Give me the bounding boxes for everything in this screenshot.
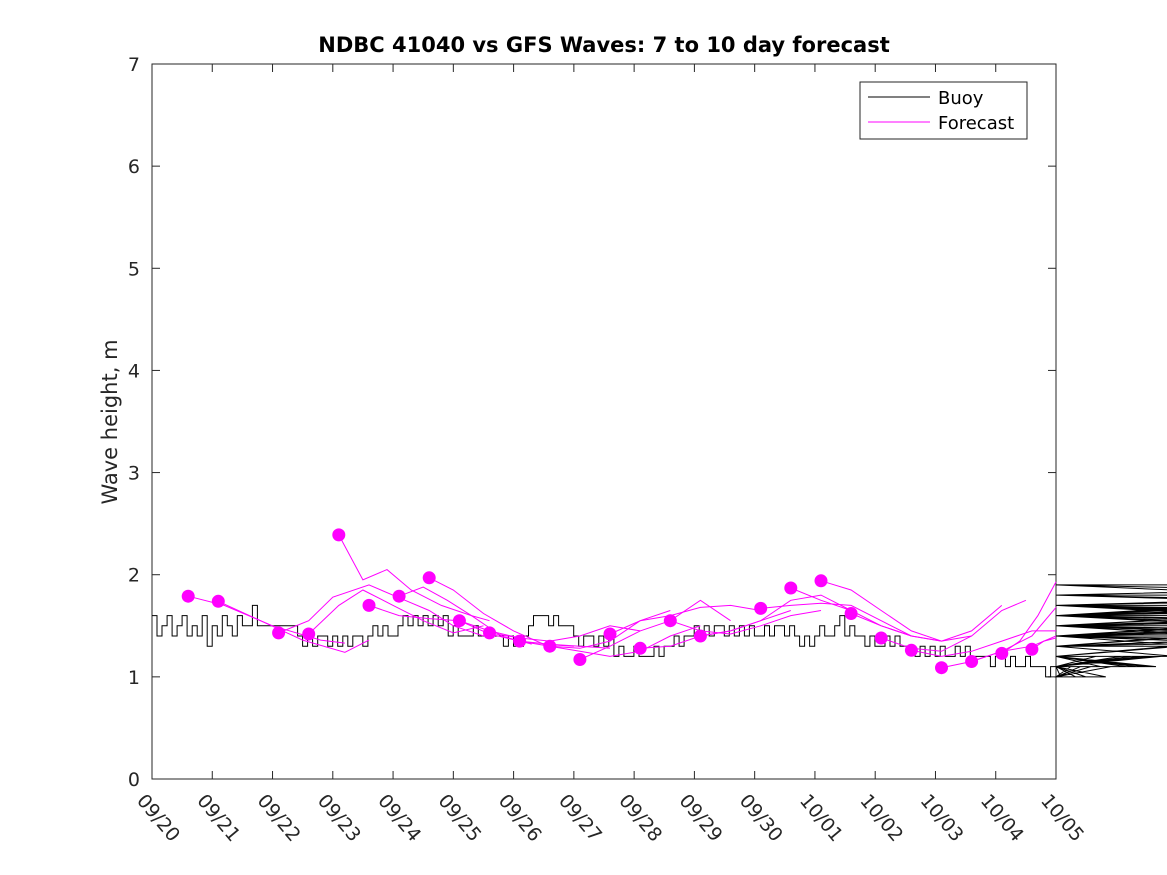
forecast-point: [362, 598, 376, 612]
y-tick-label: 0: [128, 769, 140, 791]
legend-forecast-label: Forecast: [938, 113, 1014, 134]
y-axis: 0 1 2 3 4 5 6 7: [128, 54, 1056, 791]
chart-title: NDBC 41040 vs GFS Waves: 7 to 10 day for…: [318, 33, 889, 57]
forecast-point: [483, 626, 496, 640]
forecast-point: [332, 528, 346, 542]
forecast-point: [422, 571, 436, 585]
forecast-line: [609, 604, 761, 635]
legend: Buoy Forecast: [859, 81, 1028, 140]
forecast-point: [603, 627, 617, 641]
y-tick-label: 2: [128, 565, 140, 587]
y-tick-label: 7: [128, 54, 140, 76]
y-tick-label: 1: [128, 667, 140, 689]
forecast-point: [874, 631, 888, 645]
forecast-point: [633, 641, 647, 655]
forecast-point: [935, 661, 948, 675]
forecast-point: [573, 653, 587, 666]
forecast-point: [904, 643, 918, 657]
forecast-point: [784, 581, 798, 595]
y-tick-label: 6: [128, 156, 140, 178]
forecast-point: [995, 646, 1009, 660]
forecast-point: [814, 574, 828, 588]
forecast-line: [700, 594, 852, 637]
y-tick-label: 4: [128, 360, 140, 382]
forecast-point: [302, 627, 316, 641]
legend-box: [859, 81, 1028, 140]
forecast-point: [844, 607, 858, 620]
y-tick-label: 3: [128, 463, 140, 485]
buoy-line: [152, 584, 1167, 678]
forecast-point: [543, 639, 557, 653]
forecast-line: [398, 586, 532, 645]
forecast-line: [218, 600, 370, 653]
forecast-point: [965, 655, 979, 668]
forecast-point: [392, 589, 406, 603]
forecast-point: [513, 634, 527, 648]
forecast-point: [1025, 642, 1039, 656]
y-tick-label: 5: [128, 258, 140, 280]
legend-buoy-label: Buoy: [938, 88, 984, 109]
forecast-point: [272, 626, 286, 640]
axes-box: [151, 63, 1057, 780]
forecast-point: [181, 589, 195, 603]
forecast-line: [760, 602, 912, 637]
forecast-line: [850, 605, 1003, 642]
forecast-line: [670, 610, 822, 635]
buoy-series: [152, 584, 1167, 678]
forecast-point: [211, 594, 225, 608]
forecast-line: [820, 580, 972, 642]
forecast-line: [308, 589, 484, 635]
y-axis-label: Wave height, m: [98, 339, 122, 504]
forecast-line: [549, 625, 701, 657]
forecast-line: [278, 584, 484, 637]
forecast-point: [663, 614, 677, 628]
forecast-series: [181, 528, 1057, 675]
forecast-line: [1001, 581, 1057, 654]
plot-area: [151, 63, 1057, 780]
forecast-line: [579, 599, 731, 660]
forecast-point: [693, 629, 707, 643]
forecast-point: [452, 614, 466, 628]
forecast-point: [754, 601, 768, 615]
